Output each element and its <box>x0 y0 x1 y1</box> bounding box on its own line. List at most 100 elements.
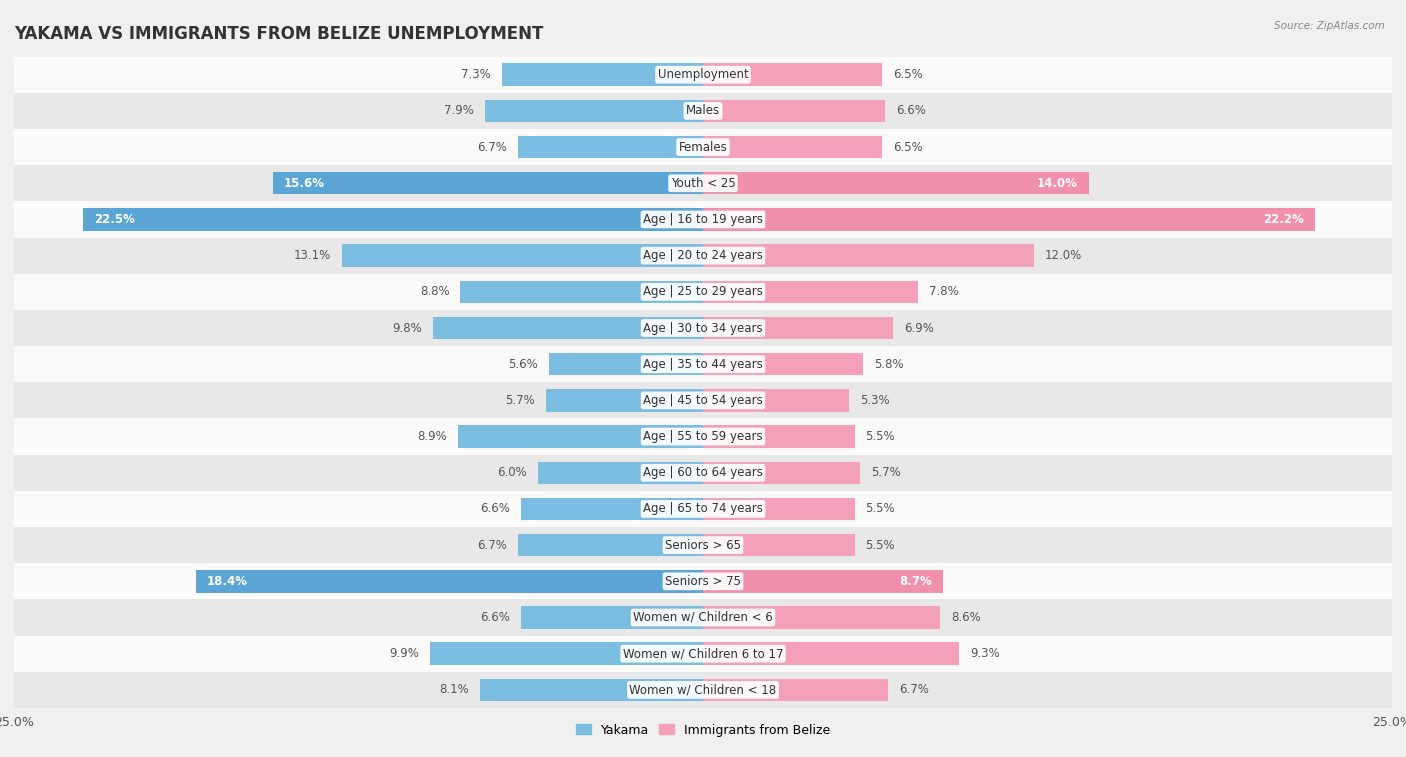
Text: 6.7%: 6.7% <box>478 539 508 552</box>
Bar <box>14 563 1392 600</box>
Text: 5.5%: 5.5% <box>866 539 896 552</box>
Bar <box>14 455 1392 491</box>
Bar <box>703 281 918 303</box>
Bar <box>14 310 1392 346</box>
Text: 8.1%: 8.1% <box>439 684 468 696</box>
Text: Women w/ Children < 6: Women w/ Children < 6 <box>633 611 773 624</box>
Text: Age | 65 to 74 years: Age | 65 to 74 years <box>643 503 763 516</box>
Bar <box>703 245 1033 267</box>
Text: 5.7%: 5.7% <box>505 394 534 407</box>
Bar <box>14 382 1392 419</box>
Bar <box>548 353 703 375</box>
Bar <box>479 679 703 701</box>
Bar <box>703 425 855 448</box>
Text: 8.9%: 8.9% <box>418 430 447 443</box>
Text: 6.5%: 6.5% <box>893 141 922 154</box>
Text: 5.5%: 5.5% <box>866 430 896 443</box>
Text: 6.6%: 6.6% <box>481 503 510 516</box>
Text: 18.4%: 18.4% <box>207 575 247 587</box>
Text: 14.0%: 14.0% <box>1036 177 1078 190</box>
Bar <box>14 93 1392 129</box>
Text: Youth < 25: Youth < 25 <box>671 177 735 190</box>
Bar <box>14 671 1392 708</box>
Text: 6.7%: 6.7% <box>478 141 508 154</box>
Bar <box>703 316 893 339</box>
Text: Males: Males <box>686 104 720 117</box>
Bar <box>703 389 849 412</box>
Bar <box>14 491 1392 527</box>
Bar <box>546 389 703 412</box>
Bar <box>461 281 703 303</box>
Text: 9.3%: 9.3% <box>970 647 1000 660</box>
Text: 6.0%: 6.0% <box>496 466 527 479</box>
Text: Age | 55 to 59 years: Age | 55 to 59 years <box>643 430 763 443</box>
Text: 7.8%: 7.8% <box>929 285 959 298</box>
Bar <box>273 172 703 195</box>
Bar <box>703 208 1315 231</box>
Text: Age | 60 to 64 years: Age | 60 to 64 years <box>643 466 763 479</box>
Bar <box>485 100 703 122</box>
Text: Source: ZipAtlas.com: Source: ZipAtlas.com <box>1274 21 1385 31</box>
Bar <box>342 245 703 267</box>
Bar <box>703 172 1088 195</box>
Text: 5.6%: 5.6% <box>508 358 537 371</box>
Text: 6.9%: 6.9% <box>904 322 934 335</box>
Bar <box>703 606 941 629</box>
Bar <box>703 497 855 520</box>
Bar <box>519 534 703 556</box>
Bar <box>14 201 1392 238</box>
Text: 5.3%: 5.3% <box>860 394 890 407</box>
Text: 9.8%: 9.8% <box>392 322 422 335</box>
Bar <box>458 425 703 448</box>
Bar <box>433 316 703 339</box>
Text: 9.9%: 9.9% <box>389 647 419 660</box>
Text: 5.5%: 5.5% <box>866 503 896 516</box>
Text: 6.5%: 6.5% <box>893 68 922 81</box>
Bar <box>14 346 1392 382</box>
Bar <box>14 129 1392 165</box>
Text: 15.6%: 15.6% <box>284 177 325 190</box>
Text: Age | 45 to 54 years: Age | 45 to 54 years <box>643 394 763 407</box>
Bar <box>703 534 855 556</box>
Text: 6.6%: 6.6% <box>481 611 510 624</box>
Text: Age | 25 to 29 years: Age | 25 to 29 years <box>643 285 763 298</box>
Text: Age | 30 to 34 years: Age | 30 to 34 years <box>643 322 763 335</box>
Bar <box>14 238 1392 274</box>
Bar <box>703 462 860 484</box>
Text: Age | 16 to 19 years: Age | 16 to 19 years <box>643 213 763 226</box>
Bar <box>703 64 882 86</box>
Bar <box>14 57 1392 93</box>
Text: Seniors > 65: Seniors > 65 <box>665 539 741 552</box>
Bar <box>83 208 703 231</box>
Bar <box>519 136 703 158</box>
Bar <box>703 353 863 375</box>
Text: Age | 20 to 24 years: Age | 20 to 24 years <box>643 249 763 262</box>
Text: 8.7%: 8.7% <box>898 575 932 587</box>
Text: 22.5%: 22.5% <box>94 213 135 226</box>
Bar <box>14 527 1392 563</box>
Bar <box>703 100 884 122</box>
Text: 7.9%: 7.9% <box>444 104 474 117</box>
Text: Unemployment: Unemployment <box>658 68 748 81</box>
Text: 8.8%: 8.8% <box>420 285 450 298</box>
Text: 7.3%: 7.3% <box>461 68 491 81</box>
Bar <box>502 64 703 86</box>
Bar <box>537 462 703 484</box>
Text: 12.0%: 12.0% <box>1045 249 1083 262</box>
Bar <box>195 570 703 593</box>
Text: 13.1%: 13.1% <box>294 249 330 262</box>
Bar <box>703 643 959 665</box>
Bar <box>522 497 703 520</box>
Text: 6.7%: 6.7% <box>898 684 928 696</box>
Bar <box>703 570 943 593</box>
Text: 22.2%: 22.2% <box>1263 213 1303 226</box>
Text: Women w/ Children < 18: Women w/ Children < 18 <box>630 684 776 696</box>
Text: YAKAMA VS IMMIGRANTS FROM BELIZE UNEMPLOYMENT: YAKAMA VS IMMIGRANTS FROM BELIZE UNEMPLO… <box>14 25 544 43</box>
Bar <box>14 274 1392 310</box>
Text: 8.6%: 8.6% <box>950 611 981 624</box>
Bar <box>703 136 882 158</box>
Bar <box>703 679 887 701</box>
Text: 5.8%: 5.8% <box>875 358 904 371</box>
Bar <box>14 636 1392 671</box>
Text: Seniors > 75: Seniors > 75 <box>665 575 741 587</box>
